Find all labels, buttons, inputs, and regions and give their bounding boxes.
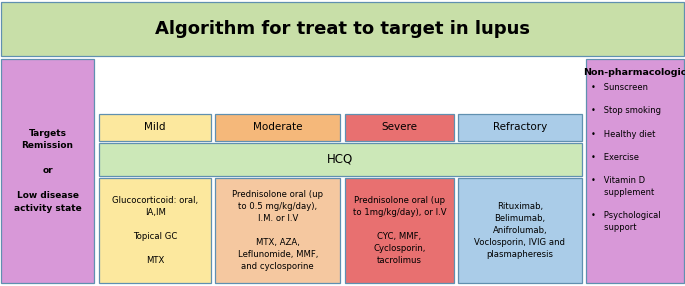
FancyBboxPatch shape bbox=[458, 114, 582, 141]
FancyBboxPatch shape bbox=[1, 59, 94, 283]
Text: Non-pharmacologic: Non-pharmacologic bbox=[583, 68, 685, 77]
FancyBboxPatch shape bbox=[99, 143, 582, 176]
FancyBboxPatch shape bbox=[458, 178, 582, 283]
Text: Severe: Severe bbox=[382, 122, 417, 132]
Text: •   Sunscreen

•   Stop smoking

•   Healthy diet

•   Exercise

•   Vitamin D
 : • Sunscreen • Stop smoking • Healthy die… bbox=[591, 83, 661, 232]
FancyBboxPatch shape bbox=[345, 178, 454, 283]
Text: Prednisolone oral (up
to 1mg/kg/day), or I.V

CYC, MMF,
Cyclosporin,
tacrolimus: Prednisolone oral (up to 1mg/kg/day), or… bbox=[353, 196, 446, 265]
FancyBboxPatch shape bbox=[586, 59, 684, 283]
Text: Rituximab,
Belimumab,
Anifrolumab,
Voclosporin, IVIG and
plasmapheresis: Rituximab, Belimumab, Anifrolumab, Voclo… bbox=[475, 202, 565, 259]
FancyBboxPatch shape bbox=[1, 2, 684, 56]
Text: Mild: Mild bbox=[145, 122, 166, 132]
FancyBboxPatch shape bbox=[215, 178, 340, 283]
FancyBboxPatch shape bbox=[215, 114, 340, 141]
Text: Refractory: Refractory bbox=[493, 122, 547, 132]
FancyBboxPatch shape bbox=[345, 114, 454, 141]
Text: HCQ: HCQ bbox=[327, 153, 353, 166]
Text: Targets
Remission

or

Low disease
activity state: Targets Remission or Low disease activit… bbox=[14, 129, 82, 213]
Text: Algorithm for treat to target in lupus: Algorithm for treat to target in lupus bbox=[155, 20, 530, 38]
FancyBboxPatch shape bbox=[99, 178, 211, 283]
Text: Prednisolone oral (up
to 0.5 mg/kg/day),
I.M. or I.V

MTX, AZA,
Leflunomide, MMF: Prednisolone oral (up to 0.5 mg/kg/day),… bbox=[232, 190, 323, 271]
Text: Moderate: Moderate bbox=[253, 122, 303, 132]
Text: Glucocorticoid: oral,
IA,IM

Topical GC

MTX: Glucocorticoid: oral, IA,IM Topical GC M… bbox=[112, 196, 198, 265]
FancyBboxPatch shape bbox=[99, 114, 211, 141]
